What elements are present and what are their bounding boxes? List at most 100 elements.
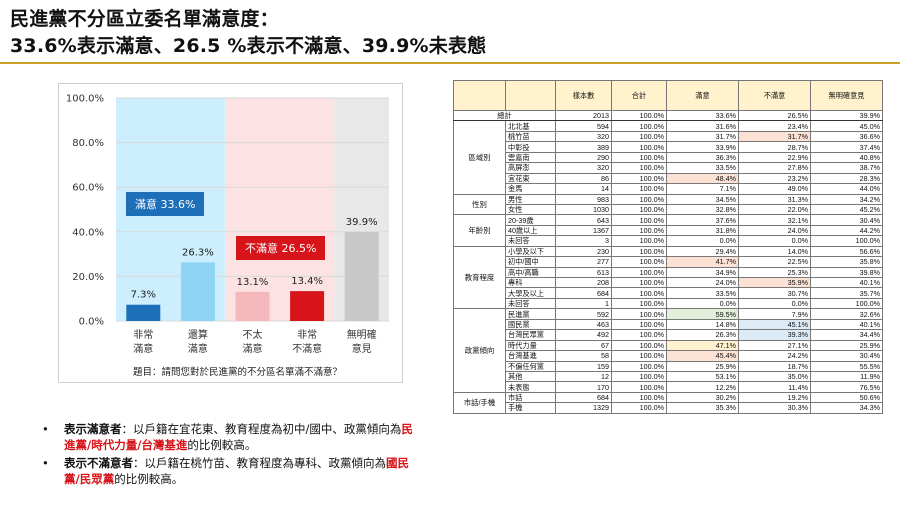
- row-label: 手機: [505, 402, 556, 414]
- column-header: 合計: [611, 80, 667, 111]
- table-cell: 33.5%: [666, 287, 739, 299]
- row-label: 高中/高職: [505, 266, 556, 279]
- y-tick-label: 60.0%: [72, 183, 104, 194]
- row-label: 初中/國中: [505, 256, 556, 268]
- table-cell: 7.1%: [666, 183, 739, 195]
- row-label: 其他: [505, 370, 556, 383]
- table-row: 其他 12 100.0% 53.1% 35.0% 11.9%: [454, 370, 883, 383]
- satisfied-callout: 滿意 33.6%: [126, 192, 205, 216]
- table-cell: 53.1%: [666, 370, 739, 383]
- dissatisfied-callout: 不滿意 26.5%: [236, 236, 326, 260]
- table-cell: 643: [555, 214, 612, 226]
- row-group-label: 市話/手機: [453, 391, 506, 414]
- table-cell: 33.9%: [666, 141, 739, 153]
- x-tick-label: 非常: [297, 328, 317, 341]
- row-label: 未回答: [505, 235, 556, 247]
- table-cell: 100.0%: [611, 360, 667, 372]
- table-row: 未表態 170 100.0% 12.2% 11.4% 76.5%: [454, 381, 883, 393]
- row-label: 總計: [453, 109, 556, 122]
- table-cell: 32.6%: [810, 308, 883, 320]
- table-cell: 31.6%: [666, 120, 739, 132]
- table-row: 初中/國中 277 100.0% 41.7% 22.5% 35.8%: [454, 256, 883, 268]
- table-cell: 100.0%: [611, 245, 667, 258]
- row-label: 未回答: [505, 297, 556, 310]
- table-cell: 40.8%: [810, 151, 883, 164]
- table-row: 高中/高職 613 100.0% 34.9% 25.3% 39.8%: [454, 266, 883, 279]
- row-label: 宜花東: [505, 172, 556, 185]
- row-label: 專科: [505, 276, 556, 289]
- table-cell: 12.2%: [666, 381, 739, 393]
- finding-highlight: 民進黨/時代力量/台灣基進: [64, 422, 413, 452]
- table-cell: 23.4%: [738, 120, 811, 132]
- table-header-row: 樣本數 合計 滿意 不滿意 無明確意見: [453, 80, 883, 111]
- table-cell: 58: [555, 350, 612, 362]
- table-cell: 22.9%: [738, 151, 811, 164]
- table-row: 台灣民眾黨 492 100.0% 26.3% 39.3% 34.4%: [454, 329, 883, 341]
- table-cell: 1: [555, 297, 612, 310]
- table-cell: 100.0%: [611, 151, 667, 164]
- table-cell: 35.8%: [810, 256, 883, 268]
- bar: [235, 291, 270, 321]
- row-group-label: 年齡別: [453, 214, 506, 247]
- table-cell: 24.0%: [738, 224, 811, 237]
- table-cell: 0.0%: [738, 235, 811, 247]
- row-group-label: 性別: [453, 193, 506, 216]
- table-cell: 684: [555, 391, 612, 404]
- column-header: 樣本數: [555, 80, 612, 111]
- row-label: 雲嘉南: [505, 151, 556, 164]
- x-tick-label: 非常: [133, 328, 153, 341]
- table-row: 區域別 北北基 594 100.0% 31.6% 23.4% 45.0%: [453, 120, 883, 195]
- table-cell: 56.6%: [810, 245, 883, 258]
- row-label: 台灣基進: [505, 350, 556, 362]
- table-cell: 19.2%: [738, 391, 811, 404]
- table-cell: 100.0%: [611, 370, 667, 383]
- row-label: 男性: [505, 193, 556, 205]
- table-cell: 47.1%: [666, 339, 739, 352]
- table-cell: 100.0%: [810, 235, 883, 247]
- row-label: 不偏任何黨: [505, 360, 556, 372]
- table-cell: 31.8%: [666, 224, 739, 237]
- table-cell: 48.4%: [666, 172, 739, 185]
- table-cell: 31.7%: [738, 130, 811, 143]
- x-tick-label: 滿意: [243, 342, 263, 355]
- table-cell: 30.2%: [666, 391, 739, 404]
- table-cell: 32.1%: [738, 214, 811, 226]
- table-cell: 26.3%: [666, 329, 739, 341]
- table-cell: 100.0%: [611, 141, 667, 153]
- x-tick-label: 無明確: [347, 328, 377, 341]
- bar-value-label: 7.3%: [131, 290, 156, 301]
- row-label: 金馬: [505, 183, 556, 195]
- table-cell: 30.4%: [810, 350, 883, 362]
- table-cell: 492: [555, 329, 612, 341]
- table-cell: 76.5%: [810, 381, 883, 393]
- table-cell: 50.6%: [810, 391, 883, 404]
- table-cell: 30.7%: [738, 287, 811, 299]
- title-line-2: 33.6%表示滿意、26.5 %表示不滿意、39.9%未表態: [10, 35, 487, 57]
- table-row: 未回答 3 100.0% 0.0% 0.0% 100.0%: [454, 235, 883, 247]
- table-cell: 613: [555, 266, 612, 279]
- table-row: 性別 男性 983 100.0% 34.5% 31.3% 34.2%: [453, 193, 883, 216]
- table-cell: 100.0%: [611, 297, 667, 310]
- table-cell: 230: [555, 245, 612, 258]
- table-row: 教育程度 小學及以下 230 100.0% 29.4% 14.0% 56.6%: [453, 245, 883, 310]
- table-cell: 0.0%: [666, 235, 739, 247]
- table-cell: 3: [555, 235, 612, 247]
- table-row: 專科 208 100.0% 24.0% 35.9% 40.1%: [454, 276, 883, 289]
- table-cell: 24.0%: [666, 276, 739, 289]
- bg-band-dissatisfied: [225, 98, 335, 321]
- x-tick-label: 不太: [243, 328, 263, 341]
- table-cell: 39.9%: [810, 109, 883, 122]
- table-cell: 45.4%: [666, 350, 739, 362]
- table-cell: 35.3%: [666, 402, 739, 414]
- table-cell: 40.1%: [810, 276, 883, 289]
- table-cell: 39.3%: [738, 329, 811, 341]
- table-cell: 45.2%: [810, 203, 883, 216]
- table-cell: 23.2%: [738, 172, 811, 185]
- table-cell: 28.7%: [738, 141, 811, 153]
- table-cell: 86: [555, 172, 612, 185]
- table-cell: 12: [555, 370, 612, 383]
- finding-satisfied: 表示滿意者：以戶籍在宜花東、教育程度為初中/國中、政黨傾向為民進黨/時代力量/台…: [42, 421, 422, 453]
- table-cell: 0.0%: [738, 297, 811, 310]
- table-cell: 290: [555, 151, 612, 164]
